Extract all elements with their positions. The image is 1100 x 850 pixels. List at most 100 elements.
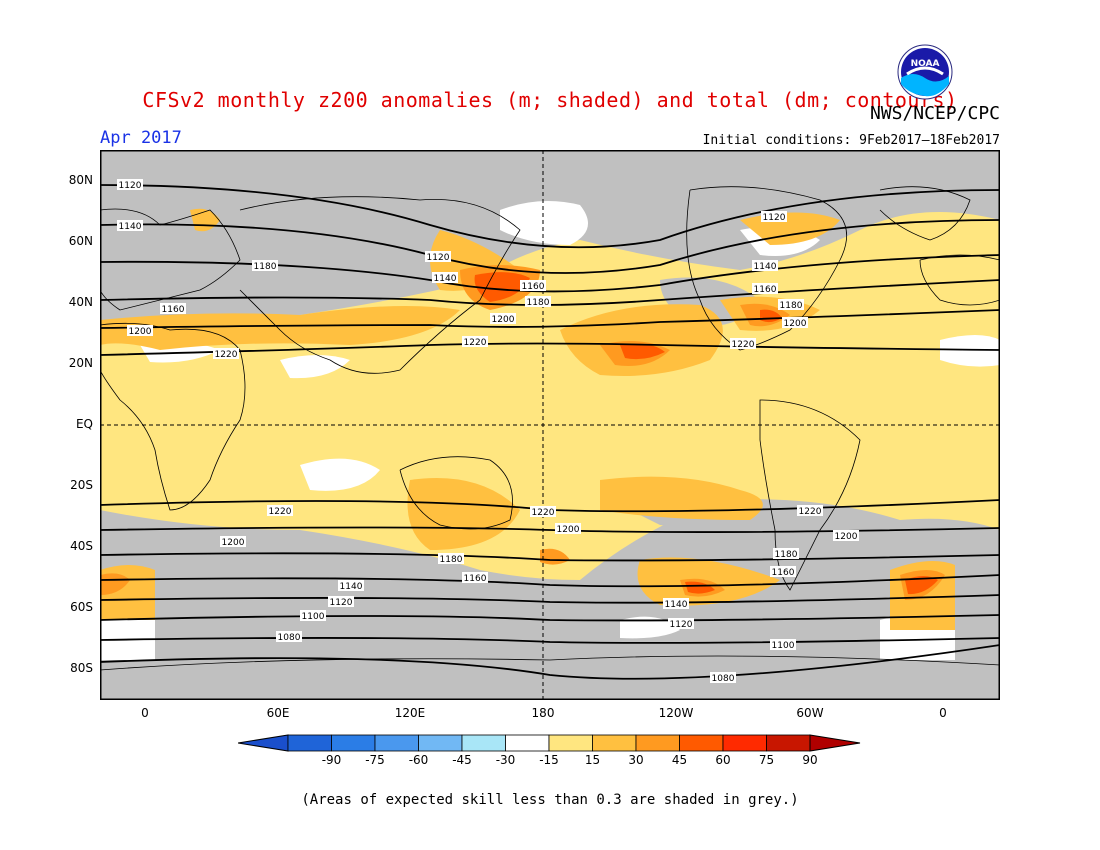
- contour-label: 1180: [773, 548, 799, 560]
- colorbar-tick-label: 45: [671, 753, 688, 767]
- contour-label: 1200: [555, 523, 581, 535]
- colorbar-cell: [592, 734, 637, 752]
- contour-label: 1200: [220, 536, 246, 548]
- lat-label: 40N: [68, 295, 93, 309]
- contour-label: 1220: [267, 505, 293, 517]
- svg-text:1140: 1140: [434, 274, 457, 284]
- colorbar-cell: [461, 734, 506, 752]
- colorbar-high-arrow: [809, 734, 861, 752]
- svg-text:1160: 1160: [772, 568, 795, 578]
- lat-label: 40S: [70, 539, 93, 553]
- colorbar: [238, 734, 861, 752]
- svg-text:1160: 1160: [464, 574, 487, 584]
- lat-label: 20N: [68, 356, 93, 370]
- agency-label: NWS/NCEP/CPC: [869, 103, 1000, 124]
- contour-label: 1180: [252, 260, 278, 272]
- map-frame: [100, 150, 1000, 700]
- svg-text:1200: 1200: [557, 525, 580, 535]
- colorbar-cell: [766, 734, 811, 752]
- contour-label: 1120: [761, 211, 787, 223]
- svg-text:1160: 1160: [162, 305, 185, 315]
- contour-label: 1220: [797, 505, 823, 517]
- svg-text:1200: 1200: [222, 538, 245, 548]
- contour-label: 1160: [520, 280, 546, 292]
- svg-text:1200: 1200: [129, 327, 152, 337]
- lon-label: 180: [531, 706, 555, 720]
- svg-text:1180: 1180: [440, 555, 463, 565]
- colorbar-cell: [722, 734, 767, 752]
- contour-label: 1160: [770, 566, 796, 578]
- contour-label: 1180: [778, 299, 804, 311]
- colorbar-cell: [418, 734, 463, 752]
- colorbar-cell: [548, 734, 593, 752]
- lat-label: 20S: [70, 478, 93, 492]
- colorbar-cells: [287, 734, 811, 752]
- contour-label: 1220: [462, 336, 488, 348]
- colorbar-tick-label: -75: [365, 753, 385, 767]
- svg-text:1180: 1180: [780, 301, 803, 311]
- map-panel: 1120 1140 1180 1160 1200 1220 1120 1140 …: [100, 150, 1000, 700]
- svg-text:1100: 1100: [302, 612, 325, 622]
- lat-label: EQ: [75, 417, 93, 431]
- chart-title: CFSv2 monthly z200 anomalies (m; shaded)…: [142, 88, 958, 112]
- contour-label: 1140: [117, 220, 143, 232]
- svg-text:1140: 1140: [340, 582, 363, 592]
- colorbar-tick-label: -30: [495, 753, 516, 767]
- lon-label: 120W: [658, 706, 694, 720]
- month-label: Apr 2017: [100, 128, 182, 148]
- contour-label: 1120: [668, 618, 694, 630]
- svg-text:1200: 1200: [492, 315, 515, 325]
- contour-label: 1200: [782, 317, 808, 329]
- contour-label: 1100: [770, 639, 796, 651]
- svg-text:1220: 1220: [464, 338, 487, 348]
- svg-text:1140: 1140: [665, 600, 688, 610]
- contour-label: 1200: [490, 313, 516, 325]
- svg-text:1140: 1140: [754, 262, 777, 272]
- colorbar-tick-label: 30: [628, 753, 644, 767]
- svg-text:1120: 1120: [763, 213, 786, 223]
- svg-text:1140: 1140: [119, 222, 142, 232]
- initial-conditions-label: Initial conditions: 9Feb2017–18Feb2017: [702, 133, 1000, 148]
- contour-label: 1200: [833, 530, 859, 542]
- colorbar-tick-label: 15: [584, 753, 601, 767]
- svg-text:1200: 1200: [835, 532, 858, 542]
- colorbar-tick-label: -60: [408, 753, 429, 767]
- svg-text:1220: 1220: [532, 508, 555, 518]
- svg-text:1180: 1180: [254, 262, 277, 272]
- colorbar-low-arrow: [238, 734, 289, 752]
- colorbar-cell: [331, 734, 376, 752]
- lon-label: 0: [141, 706, 149, 720]
- colorbar-tick-label: -45: [452, 753, 472, 767]
- lat-label: 80S: [70, 661, 93, 675]
- svg-text:1120: 1120: [427, 253, 450, 263]
- svg-text:1220: 1220: [799, 507, 822, 517]
- logo-text: NOAA: [911, 59, 940, 69]
- colorbar-cell: [287, 734, 332, 752]
- contour-label: 1120: [117, 179, 143, 191]
- contour-label: 1160: [160, 303, 186, 315]
- lat-label: 60N: [68, 234, 93, 248]
- contour-label: 1180: [438, 553, 464, 565]
- contour-label: 1140: [338, 580, 364, 592]
- contour-label: 1080: [276, 631, 302, 643]
- lat-label: 80N: [68, 173, 93, 187]
- contour-label: 1220: [730, 338, 756, 350]
- contour-label: 1220: [530, 506, 556, 518]
- colorbar-cell: [374, 734, 419, 752]
- svg-text:1220: 1220: [269, 507, 292, 517]
- contour-label: 1120: [328, 596, 354, 608]
- svg-text:1180: 1180: [775, 550, 798, 560]
- lon-label: 60W: [796, 706, 824, 720]
- contour-label: 1220: [213, 348, 239, 360]
- svg-text:1160: 1160: [522, 282, 545, 292]
- svg-text:1160: 1160: [754, 285, 777, 295]
- contour-label: 1180: [525, 296, 551, 308]
- contour-label: 1080: [710, 672, 736, 684]
- noaa-logo: NOAA: [897, 44, 953, 100]
- contour-label: 1140: [432, 272, 458, 284]
- colorbar-tick-label: -90: [321, 753, 342, 767]
- svg-text:1220: 1220: [732, 340, 755, 350]
- contour-label: 1100: [300, 610, 326, 622]
- lon-label: 60E: [266, 706, 290, 720]
- svg-text:1100: 1100: [772, 641, 795, 651]
